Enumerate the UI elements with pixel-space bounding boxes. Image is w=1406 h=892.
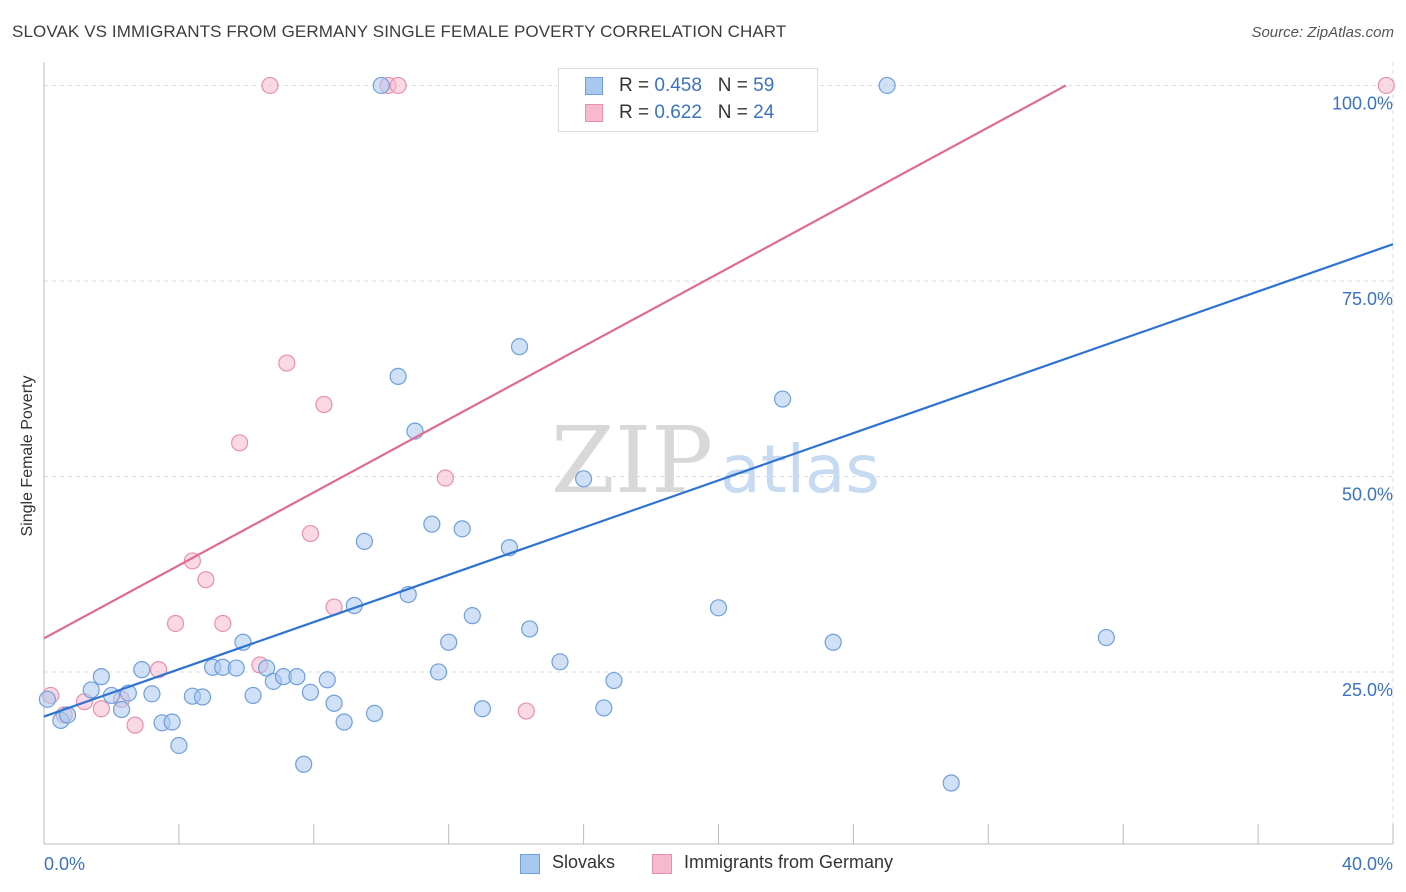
data-points bbox=[38, 76, 1395, 792]
slovaks-point bbox=[440, 633, 458, 651]
slovaks-point bbox=[521, 620, 539, 638]
n-value-slovaks: 59 bbox=[753, 75, 775, 96]
y-tick-label: 50.0% bbox=[1342, 484, 1393, 504]
slovaks-point bbox=[193, 688, 212, 706]
germany-point bbox=[231, 434, 249, 452]
legend-label-germany: Immigrants from Germany bbox=[684, 852, 894, 872]
slovaks-point bbox=[463, 607, 481, 625]
slovaks-point bbox=[574, 470, 593, 488]
slovaks-point bbox=[709, 599, 728, 617]
germany-point bbox=[214, 614, 232, 633]
tick-labels: 0.0% 40.0% 25.0% 50.0% 75.0% 100.0% bbox=[44, 93, 1393, 874]
r-label: R = bbox=[619, 75, 650, 96]
n-label: N = bbox=[717, 102, 748, 123]
slovaks-point bbox=[824, 633, 842, 651]
slovaks-point bbox=[170, 736, 188, 755]
stats-text-slovaks: R = 0.458 N = 59 bbox=[619, 75, 774, 97]
germany-point bbox=[166, 614, 185, 633]
slovaks-point bbox=[143, 685, 161, 703]
r-value-germany: 0.622 bbox=[654, 102, 702, 123]
germany-point bbox=[436, 469, 454, 487]
stats-legend: R = 0.458 N = 59 R = 0.622 N = 24 bbox=[558, 68, 818, 132]
germany-point bbox=[197, 571, 215, 589]
slovaks-point bbox=[355, 532, 373, 550]
germany-point bbox=[517, 702, 535, 720]
germany-point bbox=[261, 76, 279, 95]
germany-legend-swatch bbox=[652, 854, 672, 874]
slovaks-point bbox=[473, 700, 492, 718]
watermark: ZIP atlas bbox=[551, 407, 880, 514]
axes bbox=[43, 62, 1394, 845]
slovaks-point bbox=[112, 700, 131, 719]
watermark-atlas: atlas bbox=[720, 431, 880, 508]
slovaks-point bbox=[423, 515, 441, 533]
slovaks-swatch bbox=[585, 77, 603, 95]
slovaks-point bbox=[288, 668, 306, 686]
x-tick-label-min: 0.0% bbox=[44, 854, 85, 874]
slovaks-point bbox=[59, 706, 77, 724]
germany-point bbox=[1377, 76, 1395, 95]
slovaks-point bbox=[510, 338, 529, 356]
r-value-slovaks: 0.458 bbox=[654, 75, 702, 96]
watermark-zip: ZIP bbox=[551, 407, 713, 514]
x-tick-label-max: 40.0% bbox=[1342, 854, 1393, 874]
slovaks-point bbox=[429, 663, 448, 681]
slovaks-point bbox=[551, 653, 569, 671]
slovaks-point bbox=[1097, 628, 1115, 647]
slovaks-point bbox=[244, 686, 262, 705]
slovaks-point bbox=[942, 774, 960, 792]
germany-point bbox=[126, 716, 144, 734]
y-tick-label: 100.0% bbox=[1332, 93, 1393, 113]
n-value-germany: 24 bbox=[753, 102, 775, 123]
y-tick-label: 25.0% bbox=[1342, 680, 1393, 700]
germany-point bbox=[278, 354, 296, 372]
source-credit: Source: ZipAtlas.com bbox=[1251, 24, 1394, 41]
r-label: R = bbox=[619, 102, 650, 123]
slovaks-point bbox=[773, 390, 792, 408]
slovaks-point bbox=[92, 668, 110, 686]
slovaks-point bbox=[605, 671, 623, 690]
slovaks-legend-swatch bbox=[520, 854, 540, 874]
slovaks-point bbox=[301, 683, 320, 701]
slovaks-point bbox=[295, 755, 313, 773]
germany-point bbox=[301, 524, 320, 543]
slovaks-point bbox=[878, 76, 896, 95]
slovaks-point bbox=[318, 671, 336, 689]
slovaks-point bbox=[227, 659, 245, 677]
stats-text-germany: R = 0.622 N = 24 bbox=[619, 102, 774, 124]
legend-label-slovaks: Slovaks bbox=[552, 852, 616, 872]
slovaks-point bbox=[389, 367, 407, 385]
slovaks-point bbox=[82, 681, 100, 699]
slovaks-point bbox=[365, 704, 384, 723]
slovaks-point bbox=[163, 713, 181, 731]
n-label: N = bbox=[717, 75, 748, 96]
slovaks-point bbox=[453, 520, 471, 538]
slovaks-point bbox=[372, 76, 390, 95]
slovaks-point bbox=[335, 713, 353, 731]
germany-point bbox=[389, 76, 407, 95]
germany-swatch bbox=[585, 104, 603, 122]
germany-trend-line bbox=[43, 84, 1067, 640]
slovaks-point bbox=[325, 694, 343, 712]
slovaks-point bbox=[595, 699, 613, 717]
germany-point bbox=[150, 661, 168, 679]
slovaks-trend-line bbox=[43, 243, 1394, 718]
slovaks-point bbox=[38, 690, 56, 708]
y-tick-label: 75.0% bbox=[1342, 289, 1393, 309]
chart-title: SLOVAK VS IMMIGRANTS FROM GERMANY SINGLE… bbox=[12, 22, 787, 41]
germany-point bbox=[315, 395, 333, 414]
grid-lines bbox=[44, 62, 1394, 844]
germany-point bbox=[92, 700, 110, 718]
trend-lines bbox=[43, 84, 1394, 718]
slovaks-point bbox=[133, 661, 151, 679]
